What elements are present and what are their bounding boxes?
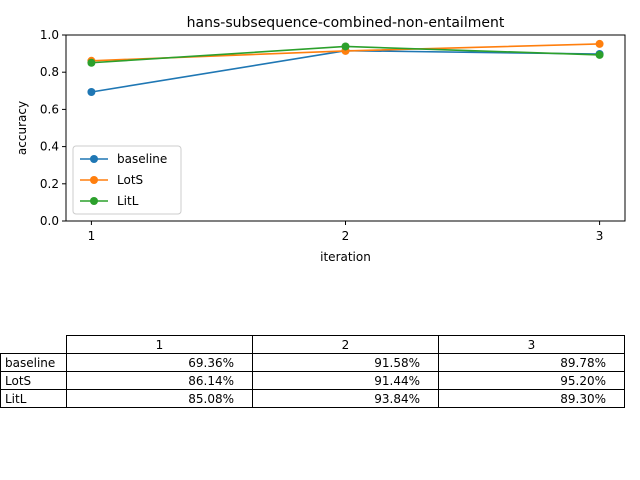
y-tick-label: 0.6 [40, 102, 59, 116]
table-corner-cell [1, 336, 67, 354]
table-cell: 95.20% [438, 371, 625, 390]
legend-label: LotS [117, 173, 143, 187]
table-cell: 69.36% [66, 353, 253, 372]
y-tick-label: 0.2 [40, 177, 59, 191]
data-point-LitL [595, 50, 604, 59]
table-column-header: 2 [252, 335, 439, 354]
x-tick-label: 2 [342, 229, 350, 243]
table-column-header: 3 [438, 335, 625, 354]
table-column-header: 1 [66, 335, 253, 354]
table-cell: 85.08% [66, 389, 253, 408]
x-axis-label: iteration [320, 250, 371, 264]
data-table: 1 2 3 baseline 69.36% 91.58% 89.78% LotS… [0, 335, 625, 408]
x-tick-label: 3 [596, 229, 604, 243]
y-tick-label: 0.8 [40, 65, 59, 79]
table-header-row: 1 2 3 [1, 335, 625, 354]
x-tick-label: 1 [88, 229, 96, 243]
data-point-LotS [595, 39, 604, 48]
table-row: LitL 85.08% 93.84% 89.30% [0, 389, 625, 408]
data-point-LitL [341, 42, 350, 51]
table-cell: 86.14% [66, 371, 253, 390]
table-row-label: LotS [0, 371, 67, 390]
table-cell: 91.44% [252, 371, 439, 390]
y-axis-label: accuracy [15, 101, 29, 155]
chart-title: hans-subsequence-combined-non-entailment [187, 15, 505, 31]
y-tick-label: 1.0 [40, 28, 59, 42]
table-cell: 89.30% [438, 389, 625, 408]
series-line-baseline [91, 49, 600, 93]
y-tick-label: 0.0 [40, 214, 59, 228]
table-row-label: LitL [0, 389, 67, 408]
data-point-baseline [87, 87, 96, 96]
data-point-LitL [87, 58, 96, 67]
legend-label: baseline [117, 152, 167, 166]
table-cell: 89.78% [438, 353, 625, 372]
table-cell: 93.84% [252, 389, 439, 408]
table-cell: 91.58% [252, 353, 439, 372]
y-tick-label: 0.4 [40, 140, 59, 154]
legend-label: LitL [117, 194, 139, 208]
table-row-label: baseline [0, 353, 67, 372]
table-row: baseline 69.36% 91.58% 89.78% [0, 353, 625, 372]
legend-marker [90, 155, 98, 163]
legend-marker [90, 197, 98, 205]
legend-box [72, 145, 182, 215]
table-row: LotS 86.14% 91.44% 95.20% [0, 371, 625, 390]
legend-marker [90, 176, 98, 184]
